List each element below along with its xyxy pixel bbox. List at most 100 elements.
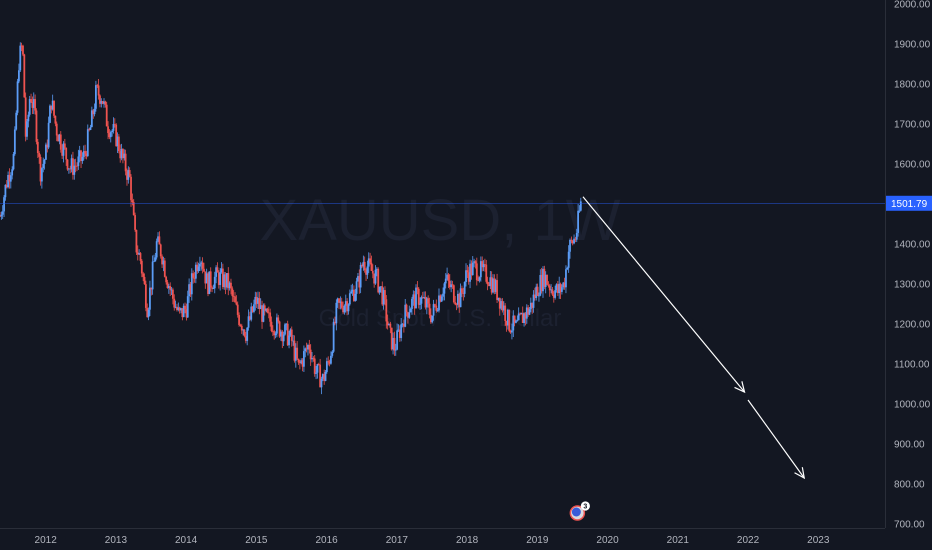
candle-body: [370, 262, 373, 271]
candle-body: [447, 274, 450, 281]
candle-body: [390, 327, 393, 350]
candle-body: [235, 302, 238, 305]
candle-body: [473, 261, 476, 263]
candle-body: [315, 372, 317, 374]
candle-body: [346, 301, 349, 312]
candle-body: [170, 289, 173, 291]
candle-body: [496, 280, 498, 300]
candle-body: [150, 287, 153, 290]
candle-body: [30, 99, 32, 103]
candle-body: [144, 284, 147, 308]
candle-body: [177, 307, 180, 310]
candle-body: [267, 312, 270, 314]
candle-body: [432, 304, 435, 316]
candle-body: [455, 304, 458, 306]
time-tick-label: 2014: [175, 535, 198, 546]
candle-body: [538, 295, 540, 297]
candle-body: [294, 347, 297, 361]
candle-body: [317, 364, 320, 365]
candle-body: [398, 329, 401, 338]
candle-body: [350, 291, 353, 294]
candle-body: [563, 282, 566, 288]
economic-events-badge[interactable]: 3: [569, 501, 590, 521]
time-tick-label: 2016: [315, 535, 338, 546]
candle-body: [429, 314, 432, 323]
candle-body: [334, 321, 336, 324]
candle-series: [0, 42, 582, 395]
candle-body: [505, 320, 508, 326]
time-tick-label: 2018: [456, 535, 479, 546]
candle-body: [313, 358, 316, 374]
time-tick-label: 2017: [386, 535, 409, 546]
candle-body: [332, 321, 335, 352]
candle-body: [477, 280, 480, 281]
candle-body: [304, 348, 307, 352]
candle-body: [506, 309, 509, 326]
candle-body: [163, 260, 166, 277]
candle-body: [536, 286, 539, 297]
candle-body: [266, 308, 269, 313]
candle-body: [36, 141, 39, 154]
candle-body: [55, 123, 58, 136]
forecast-arrows[interactable]: [582, 196, 806, 480]
events-count: 3: [583, 504, 587, 511]
candle-body: [76, 165, 78, 167]
candle-body: [548, 285, 551, 291]
candle-body: [219, 272, 222, 285]
forecast-arrow-1[interactable]: [582, 196, 745, 393]
time-tick-label: 2022: [737, 535, 760, 546]
candle-body: [311, 357, 313, 360]
price-tick-label: 1100.00: [894, 360, 930, 371]
candle-body: [243, 329, 246, 337]
candle-body: [520, 313, 523, 315]
candle-body: [63, 143, 66, 148]
candle-body: [117, 136, 120, 152]
candle-body: [130, 176, 132, 201]
candle-body: [169, 286, 172, 290]
candle-body: [290, 329, 293, 341]
candle-body: [438, 295, 440, 311]
time-tick-label: 2015: [245, 535, 268, 546]
candle-body: [362, 261, 365, 267]
candle-body: [276, 317, 278, 334]
candle-body: [509, 330, 512, 333]
candle-body: [434, 304, 436, 306]
candle-body: [388, 323, 390, 326]
watermark-description: Gold Spot / U.S. Dollar: [319, 305, 562, 332]
candle-body: [184, 305, 186, 310]
price-axis-panel[interactable]: [885, 0, 932, 528]
candle-body: [155, 241, 158, 258]
candle-body: [521, 313, 524, 324]
price-tick-label: 1900.00: [894, 40, 931, 51]
candle-body: [108, 133, 111, 138]
candle-body: [498, 297, 501, 309]
candle-body: [138, 253, 141, 255]
candle-body: [96, 85, 99, 86]
forecast-arrow-2[interactable]: [747, 399, 805, 479]
candle-body: [292, 340, 295, 342]
candle-body: [66, 159, 69, 170]
price-tick-label: 900.00: [894, 440, 925, 451]
candle-body: [230, 282, 232, 289]
candle-body: [166, 282, 169, 289]
candle-body: [551, 289, 554, 295]
candle-body: [474, 261, 477, 264]
candle-body: [312, 357, 315, 359]
candle-body: [504, 305, 507, 321]
candle-body: [193, 277, 196, 279]
candle-body: [113, 124, 116, 125]
candle-body: [555, 284, 558, 291]
candle-body: [323, 374, 326, 381]
candle-body: [99, 95, 101, 104]
candle-body: [566, 267, 569, 270]
candle-body: [269, 312, 272, 322]
candle-body: [486, 281, 489, 285]
candle-body: [482, 264, 485, 268]
candle-body: [200, 262, 203, 264]
candle-body: [65, 147, 68, 160]
time-axis-panel[interactable]: [0, 528, 932, 550]
candle-body: [247, 316, 250, 328]
candle-body: [354, 293, 357, 301]
candle-body: [324, 371, 327, 381]
